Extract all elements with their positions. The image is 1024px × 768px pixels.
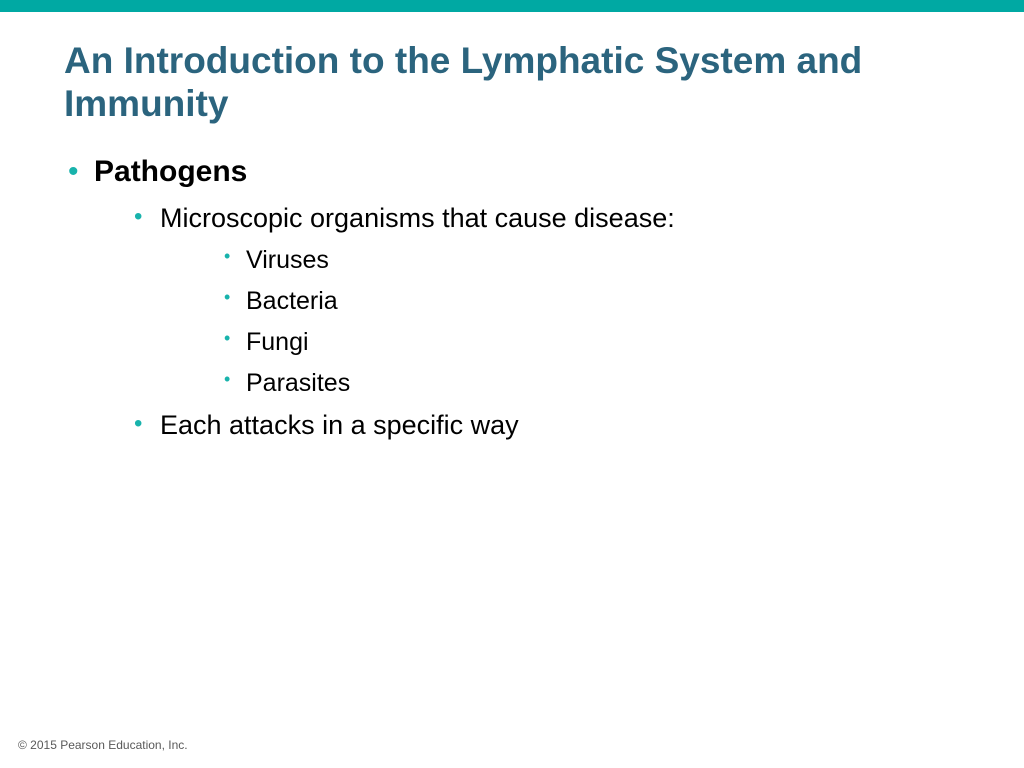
list-item: Parasites: [220, 369, 960, 398]
list-item-text: Parasites: [246, 369, 350, 397]
slide-content: Pathogens Microscopic organisms that cau…: [0, 143, 1024, 441]
list-item: Each attacks in a specific way: [130, 410, 960, 441]
list-item-text: Fungi: [246, 328, 309, 356]
list-item: Bacteria: [220, 287, 960, 316]
slide-container: { "colors": { "top_bar": "#00a9a3", "tit…: [0, 0, 1024, 768]
list-item-text: Pathogens: [94, 155, 247, 188]
list-item: Fungi: [220, 328, 960, 357]
list-item: Pathogens Microscopic organisms that cau…: [64, 155, 960, 441]
slide-title: An Introduction to the Lymphatic System …: [0, 12, 1024, 143]
bullet-list-level-2: Microscopic organisms that cause disease…: [94, 203, 960, 441]
list-item: Viruses: [220, 246, 960, 275]
list-item-text: Microscopic organisms that cause disease…: [160, 203, 675, 233]
list-item-text: Bacteria: [246, 287, 338, 315]
list-item-text: Viruses: [246, 246, 329, 274]
list-item-text: Each attacks in a specific way: [160, 410, 519, 440]
copyright-text: © 2015 Pearson Education, Inc.: [18, 738, 188, 752]
accent-top-bar: [0, 0, 1024, 12]
bullet-list-level-1: Pathogens Microscopic organisms that cau…: [64, 155, 960, 441]
list-item: Microscopic organisms that cause disease…: [130, 203, 960, 398]
bullet-list-level-3: Viruses Bacteria Fungi Parasites: [160, 246, 960, 398]
